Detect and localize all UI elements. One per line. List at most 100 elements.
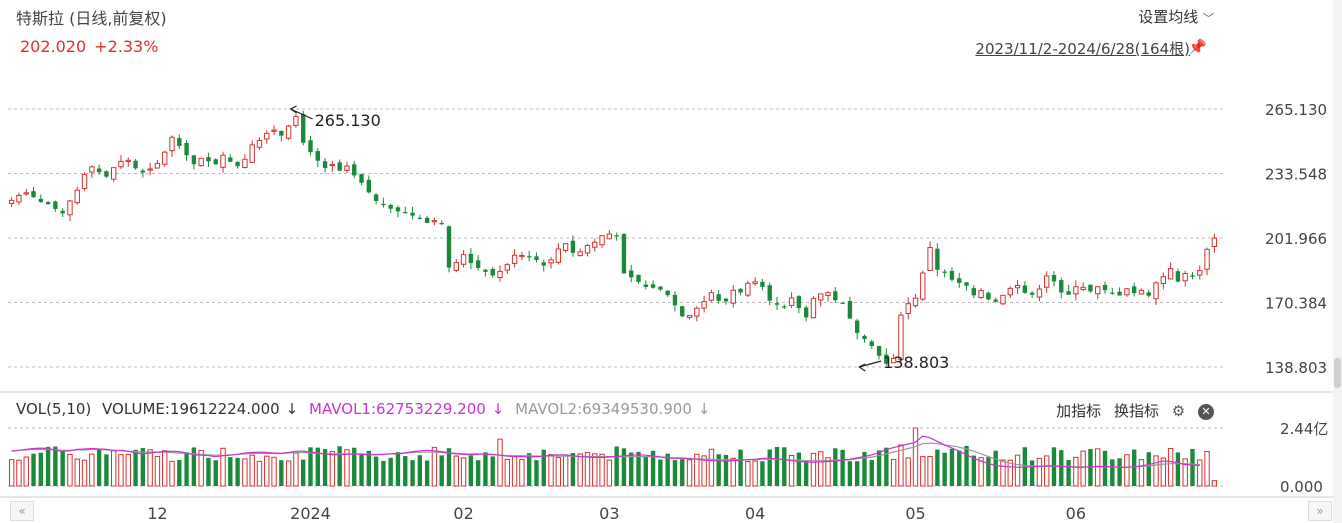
candle-body: [643, 284, 648, 287]
candle-body: [1014, 285, 1021, 289]
volume-bar: [833, 448, 838, 486]
volume-bar: [53, 446, 58, 486]
candle-body: [242, 158, 248, 168]
mavol-lines: [11, 435, 1200, 468]
candle-body: [1204, 248, 1210, 270]
annotation-arrowhead: [857, 363, 866, 372]
volume-bar: [971, 455, 976, 486]
volume-bar: [519, 459, 525, 487]
volume-bar: [570, 453, 576, 486]
candle-body: [949, 270, 955, 280]
candle-body: [650, 284, 656, 288]
volume-bar: [38, 452, 43, 486]
volume-bar: [935, 449, 940, 486]
change-percent: +2.33%: [94, 37, 159, 56]
candle-body: [53, 201, 58, 209]
candle-body: [504, 264, 510, 271]
scrollbar-thumb[interactable]: [1334, 358, 1341, 388]
volume-bar: [796, 452, 802, 486]
candle-body: [1044, 275, 1050, 288]
candle-body: [1197, 270, 1203, 276]
volume-bar: [949, 448, 955, 486]
volume-bar: [606, 459, 613, 487]
volume-bar: [359, 454, 364, 486]
candle-body: [1022, 285, 1028, 293]
candle-body: [760, 281, 765, 287]
volume-bar: [242, 458, 248, 487]
candle-body: [446, 226, 452, 268]
volume-bar: [708, 448, 715, 487]
volume-bar: [23, 456, 29, 487]
volume-tick-label: 2.44亿: [1280, 420, 1328, 438]
volume-bar: [730, 457, 736, 487]
volume-bar: [431, 446, 438, 487]
candle-body: [621, 234, 627, 274]
candle-body: [847, 301, 853, 319]
set-ma-button[interactable]: 设置均线 ﹀: [1138, 6, 1214, 27]
candle-body: [723, 298, 729, 302]
candle-body: [366, 179, 371, 193]
candle-body: [453, 262, 459, 271]
volume-bar: [388, 457, 393, 486]
volume-bar: [876, 450, 882, 486]
volume-bar: [680, 459, 685, 486]
volume-bar: [74, 458, 80, 487]
volume-bar: [133, 449, 138, 486]
candle-body: [468, 253, 474, 264]
volume-bar: [760, 461, 765, 486]
price-tick-label: 233.548: [1265, 166, 1327, 184]
close-icon[interactable]: ✕: [1198, 404, 1214, 420]
candle-body: [497, 270, 503, 279]
double-right-icon[interactable]: »: [1308, 501, 1332, 521]
candle-body: [8, 199, 15, 204]
candle-body: [810, 297, 817, 319]
volume-bar: [1044, 455, 1050, 487]
candle-body: [395, 207, 401, 212]
pin-icon[interactable]: 📌: [1188, 38, 1207, 56]
volume-bar: [912, 427, 919, 487]
volume-bar: [453, 455, 459, 487]
candle-body: [957, 278, 962, 283]
gear-icon[interactable]: ⚙: [1171, 402, 1186, 420]
volume-bar: [483, 452, 488, 486]
add-indicator-button[interactable]: 加指标: [1056, 402, 1102, 420]
candle-body: [31, 191, 36, 198]
candle-body: [1000, 294, 1006, 305]
volume-bar: [1007, 459, 1013, 487]
candle-body: [1146, 292, 1151, 296]
candle-body: [1095, 286, 1101, 295]
volume-bar: [855, 461, 860, 486]
volume-bar: [424, 460, 430, 486]
candle-body: [104, 171, 109, 177]
candle-body: [884, 354, 889, 364]
volume-bar: [957, 450, 962, 486]
double-left-icon[interactable]: «: [10, 501, 34, 521]
date-range-link[interactable]: 2023/11/2-2024/6/28(164根): [975, 40, 1190, 58]
scrollbar[interactable]: [1333, 0, 1342, 523]
candle-body: [256, 140, 263, 148]
candle-body: [403, 212, 408, 214]
candle-body: [147, 168, 153, 171]
volume-bar: [993, 450, 998, 486]
candle-body: [60, 210, 65, 214]
candle-body: [935, 248, 940, 270]
volume-bar: [147, 449, 153, 487]
volume-bar: [672, 460, 678, 486]
switch-indicator-button[interactable]: 换指标: [1113, 402, 1159, 420]
candle-body: [89, 166, 95, 173]
candle-body: [337, 162, 342, 171]
volume-bar: [577, 453, 583, 487]
candle-body: [228, 157, 233, 162]
candle-body: [162, 151, 168, 165]
volume-bar: [264, 455, 270, 487]
candle-body: [782, 306, 787, 308]
annotation-arrow: [859, 360, 882, 368]
volume-bar: [16, 459, 22, 487]
candle-body: [869, 341, 874, 346]
candle-body: [264, 132, 270, 140]
volume-bar: [373, 456, 379, 486]
volume-bar: [723, 454, 729, 486]
volume-bar: [235, 457, 240, 486]
volume-bar: [403, 456, 408, 486]
